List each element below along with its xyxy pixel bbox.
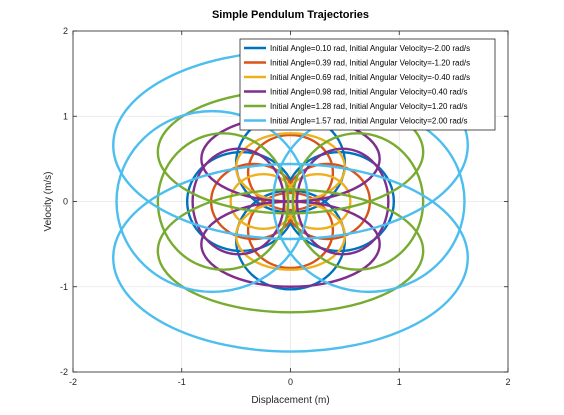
y-tick-label: 0 — [63, 197, 68, 207]
x-tick-label: 2 — [505, 377, 510, 387]
series-2-loop-3 — [246, 133, 335, 212]
legend-entry-label: Initial Angle=1.28 rad, Initial Angular … — [270, 102, 467, 111]
series-6-loop-4 — [112, 162, 469, 353]
x-tick-label: -2 — [69, 377, 77, 387]
legend-entry-label: Initial Angle=0.39 rad, Initial Angular … — [270, 59, 470, 68]
series-5-loop-2 — [291, 132, 425, 271]
series-5-loop-1 — [156, 132, 290, 271]
legend-entry-label: Initial Angle=0.98 rad, Initial Angular … — [270, 88, 467, 97]
tick-labels: -2 -1 0 1 2 -2 -1 0 1 2 — [60, 26, 511, 387]
legend-box — [239, 38, 496, 131]
x-tick-label: 0 — [288, 377, 293, 387]
legend: Initial Angle=0.10 rad, Initial Angular … — [239, 38, 496, 131]
x-tick-label: 1 — [397, 377, 402, 387]
y-tick-label: -2 — [60, 367, 68, 377]
series-5-loop-4 — [156, 188, 425, 314]
x-axis-label: Displacement (m) — [251, 395, 329, 406]
legend-entry-label: Initial Angle=1.57 rad, Initial Angular … — [270, 117, 467, 126]
chart-title: Simple Pendulum Trajectories — [212, 9, 369, 21]
y-tick-label: -1 — [60, 282, 68, 292]
y-tick-label: 1 — [63, 111, 68, 121]
y-axis-label: Velocity (m/s) — [43, 171, 54, 231]
x-tick-label: -1 — [178, 377, 186, 387]
series-6-loop-1 — [115, 109, 310, 294]
y-tick-label: 2 — [63, 26, 68, 36]
tick-marks — [72, 30, 509, 373]
series-2-loop-4 — [246, 191, 335, 270]
legend-entry-label: Initial Angle=0.69 rad, Initial Angular … — [270, 73, 470, 82]
legend-entry-label: Initial Angle=0.10 rad, Initial Angular … — [270, 44, 470, 53]
series-4-loop-4 — [200, 200, 381, 288]
